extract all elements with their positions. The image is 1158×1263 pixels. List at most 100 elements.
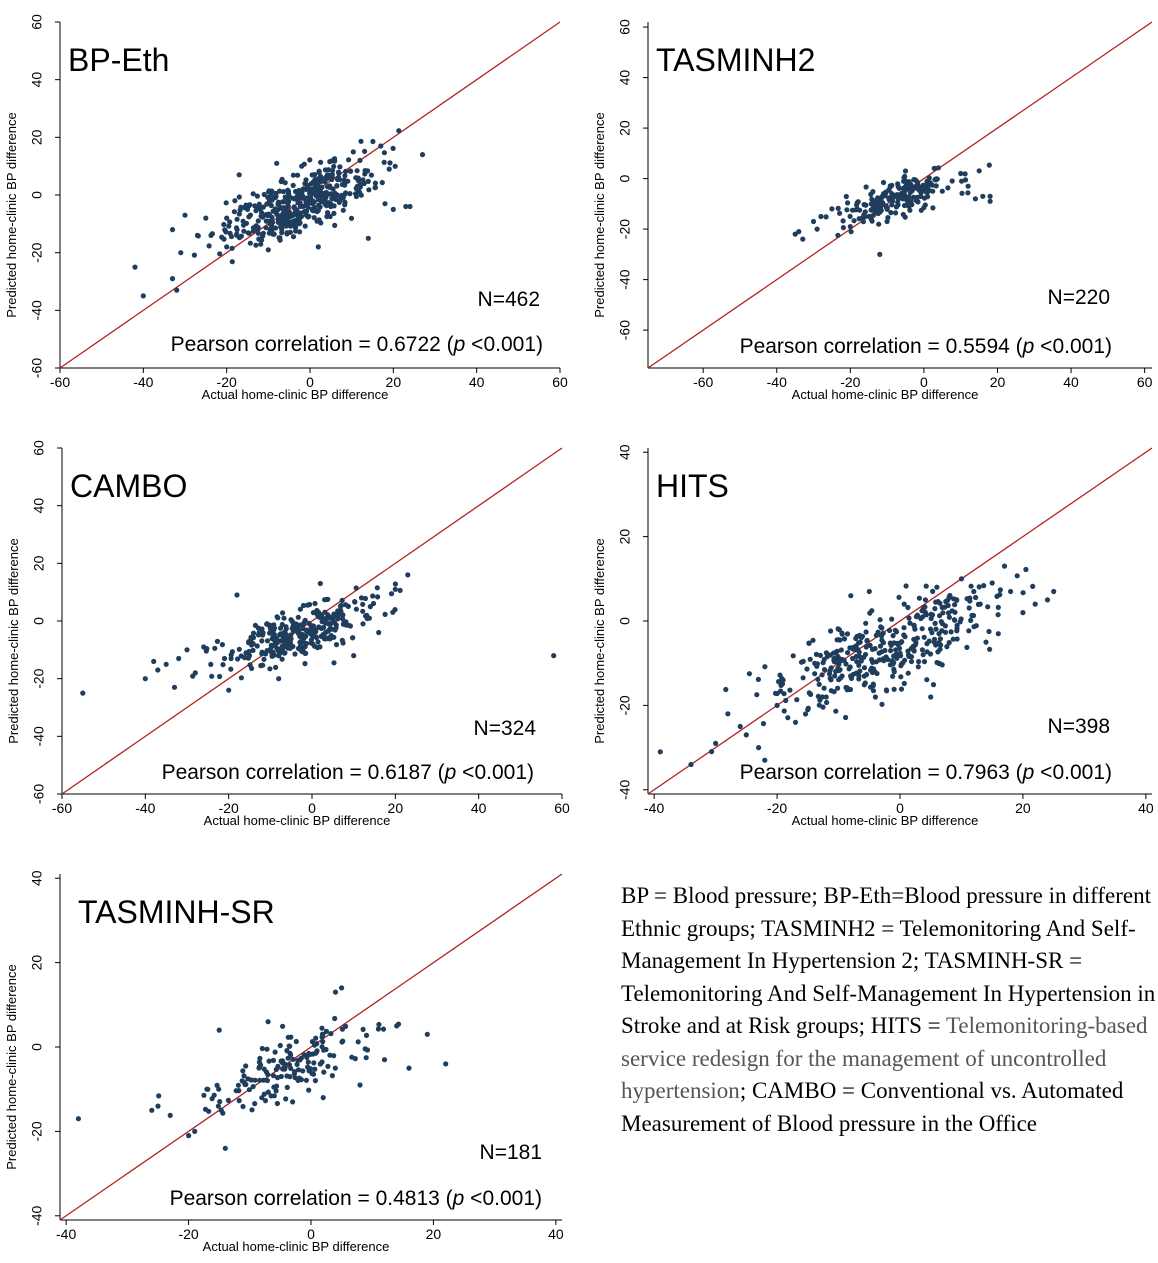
data-point (347, 191, 353, 197)
y-tick-label: 40 (617, 70, 633, 86)
data-point (268, 1093, 274, 1099)
data-point (298, 643, 304, 649)
data-point (304, 627, 310, 633)
data-point (896, 594, 902, 600)
data-point (302, 644, 308, 650)
data-point (365, 235, 371, 241)
p-symbol: p (452, 1187, 465, 1210)
data-point (317, 580, 323, 587)
data-point (273, 640, 280, 646)
data-point (860, 219, 867, 225)
data-point (845, 200, 851, 206)
panel-title: CAMBO (70, 468, 187, 504)
data-point (252, 622, 258, 629)
data-point (785, 715, 791, 721)
y-axis-label: Predicted home-clinic BP difference (4, 964, 19, 1169)
data-point (812, 671, 818, 677)
data-point (280, 189, 287, 195)
data-point (841, 636, 848, 642)
data-point (936, 640, 942, 646)
correlation-label: Pearson correlation = 0.4813 (p <0.001) (170, 1187, 542, 1210)
data-point (879, 195, 885, 201)
data-point (250, 635, 257, 641)
data-point (746, 671, 753, 677)
x-tick-label: -20 (219, 800, 239, 816)
data-point (218, 1107, 224, 1113)
data-point (362, 168, 368, 174)
data-point (269, 214, 275, 220)
data-point (915, 199, 921, 205)
x-tick-label: -60 (693, 374, 713, 390)
data-point (965, 183, 971, 189)
data-point (551, 653, 557, 659)
data-point (305, 186, 311, 192)
data-point (976, 584, 982, 590)
data-point (217, 1099, 223, 1105)
data-point (250, 647, 256, 654)
data-point (311, 1060, 317, 1066)
data-point (995, 612, 1001, 618)
data-point (295, 1067, 302, 1073)
data-point (890, 673, 896, 679)
panel-title: HITS (656, 468, 729, 504)
data-point (186, 1133, 192, 1139)
data-point (317, 1061, 323, 1067)
data-point (236, 172, 242, 178)
data-point (880, 179, 887, 186)
data-point (709, 749, 715, 755)
data-point (234, 216, 240, 222)
data-point (323, 629, 329, 636)
data-point (905, 604, 911, 611)
data-point (265, 1072, 271, 1078)
data-point (397, 587, 403, 594)
data-point (317, 614, 323, 621)
data-point (883, 654, 889, 660)
reference-line (647, 447, 1153, 795)
data-point (273, 1083, 280, 1089)
data-point (870, 197, 876, 203)
data-point (884, 218, 890, 225)
data-point (848, 593, 854, 599)
data-point (356, 189, 363, 195)
data-point (212, 645, 218, 651)
data-point (354, 168, 360, 174)
data-point (355, 178, 361, 184)
data-point (325, 175, 331, 181)
data-point (292, 196, 298, 202)
data-point (363, 1032, 370, 1038)
data-point (908, 646, 914, 652)
data-point (240, 1103, 246, 1110)
data-point (261, 1091, 267, 1097)
reference-line (61, 447, 563, 795)
data-point (368, 172, 374, 178)
data-point (275, 615, 281, 621)
data-point (915, 664, 921, 670)
data-point (292, 1075, 298, 1081)
reference-line (59, 873, 563, 1221)
data-point (958, 170, 964, 177)
data-point (994, 593, 1000, 600)
data-point (307, 157, 313, 163)
data-point (814, 226, 820, 232)
data-point (284, 1073, 290, 1079)
data-point (878, 633, 885, 639)
data-point (343, 190, 349, 196)
data-point (358, 595, 365, 601)
scatter-panel-3: -60 -40 -20 0 20 40 60 -60 -40 -20 0 20 40 60 Actual h… (6, 440, 570, 828)
data-point (880, 200, 886, 206)
data-point (835, 685, 841, 691)
data-point (195, 233, 201, 239)
data-point (347, 623, 353, 629)
data-point (800, 658, 806, 665)
data-point (862, 651, 869, 658)
y-tick-label: -20 (31, 668, 47, 688)
x-axis-label: Actual home-clinic BP difference (792, 387, 979, 402)
data-point (362, 595, 368, 602)
p-value-text: <0.001) (464, 1187, 542, 1210)
data-point (997, 587, 1004, 593)
caption-part-hits: Telemonitoring-based service redesign fo… (621, 1013, 1148, 1103)
y-tick-label: 20 (31, 555, 47, 571)
y-tick-label: -60 (31, 784, 47, 804)
data-point (372, 180, 378, 186)
data-point (828, 628, 834, 634)
